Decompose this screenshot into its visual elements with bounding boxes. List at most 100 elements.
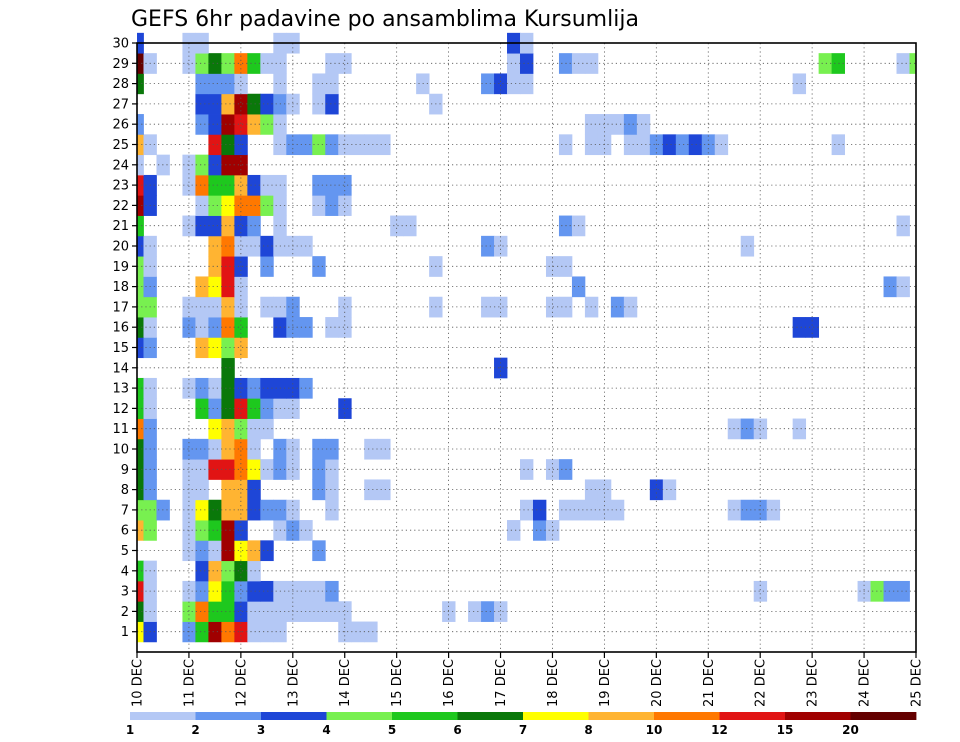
y-tick-label: 6 bbox=[121, 524, 129, 539]
heatmap-cell bbox=[195, 154, 209, 176]
heatmap-cell bbox=[137, 114, 144, 135]
y-tick-label: 22 bbox=[112, 199, 129, 214]
heatmap-cell bbox=[195, 337, 209, 359]
x-tick-label: 22 DEC bbox=[754, 659, 769, 707]
heatmap-cell bbox=[221, 114, 235, 135]
legend-label: 15 bbox=[777, 723, 794, 737]
color-legend: 1 2 3 4 5 6 7 8 10 12 15 20 bbox=[126, 712, 917, 737]
y-tick-label: 2 bbox=[121, 605, 129, 620]
heatmap-cell bbox=[221, 53, 235, 74]
heatmap-cell bbox=[208, 195, 222, 216]
heatmap-cell bbox=[260, 93, 274, 115]
legend-label: 2 bbox=[191, 723, 199, 737]
heatmap-cell bbox=[507, 53, 521, 74]
heatmap-cell bbox=[208, 540, 222, 562]
heatmap-cell bbox=[221, 459, 235, 480]
heatmap-cell bbox=[766, 499, 781, 521]
heatmap-cell bbox=[182, 296, 196, 318]
heatmap-cell bbox=[221, 296, 235, 318]
heatmap-cell bbox=[377, 479, 391, 501]
heatmap-cell bbox=[137, 337, 144, 359]
heatmap-cell bbox=[338, 296, 352, 318]
y-tick-label: 25 bbox=[112, 138, 129, 153]
heatmap-cell bbox=[494, 601, 508, 622]
heatmap-cell bbox=[182, 53, 196, 74]
heatmap-cell bbox=[208, 114, 222, 135]
heatmap-cell bbox=[896, 215, 910, 237]
chart-title: GEFS 6hr padavine po ansamblima Kursumli… bbox=[131, 7, 639, 32]
heatmap-cell bbox=[260, 621, 274, 643]
heatmap-cell bbox=[195, 601, 209, 622]
heatmap-cell bbox=[325, 317, 339, 338]
heatmap-cell bbox=[247, 459, 261, 480]
heatmap-cell bbox=[221, 73, 235, 95]
heatmap-cell bbox=[182, 580, 196, 602]
heatmap-cell bbox=[896, 580, 910, 602]
heatmap-cell bbox=[195, 398, 209, 419]
heatmap-cell bbox=[208, 53, 222, 74]
heatmap-cell bbox=[208, 134, 222, 156]
heatmap-cell bbox=[195, 73, 209, 95]
heatmap-cell bbox=[247, 398, 261, 419]
x-tick-label: 11 DEC bbox=[182, 659, 197, 707]
heatmap-cell bbox=[234, 438, 248, 460]
heatmap-cell bbox=[247, 195, 261, 216]
heatmap-cell bbox=[195, 479, 209, 501]
heatmap-cell bbox=[137, 377, 144, 399]
heatmap-cell bbox=[137, 499, 144, 521]
heatmap-cell bbox=[507, 73, 521, 95]
heatmap-cell bbox=[883, 276, 897, 298]
heatmap-cell bbox=[662, 479, 677, 501]
heatmap-cell bbox=[468, 601, 482, 622]
heatmap-cell bbox=[325, 601, 339, 622]
heatmap-cell bbox=[247, 174, 261, 196]
y-tick-label: 15 bbox=[112, 341, 129, 356]
y-tick-label: 8 bbox=[121, 483, 129, 498]
heatmap-cell bbox=[909, 53, 917, 74]
y-tick-label: 29 bbox=[112, 57, 129, 72]
heatmap-cell bbox=[260, 398, 274, 419]
heatmap-cell bbox=[234, 174, 248, 196]
y-tick-label: 7 bbox=[121, 503, 129, 518]
legend-label: 3 bbox=[257, 723, 265, 737]
heatmap-cell bbox=[234, 215, 248, 237]
y-tick-label: 11 bbox=[112, 422, 129, 437]
heatmap-cell bbox=[325, 195, 339, 216]
heatmap-cell bbox=[234, 580, 248, 602]
heatmap-cell bbox=[325, 499, 339, 521]
x-tick-label: 19 DEC bbox=[598, 659, 613, 707]
heatmap-cell bbox=[234, 235, 248, 257]
y-tick-label: 27 bbox=[112, 97, 129, 112]
heatmap-cell bbox=[137, 276, 144, 298]
heatmap-cell bbox=[221, 276, 235, 298]
heatmap-cell bbox=[831, 134, 845, 156]
heatmap-cell bbox=[325, 580, 339, 602]
heatmap-cell bbox=[260, 580, 274, 602]
y-tick-label: 23 bbox=[112, 179, 129, 194]
heatmap-cell bbox=[545, 296, 560, 318]
heatmap-cell bbox=[208, 499, 222, 521]
x-tick-label: 18 DEC bbox=[546, 659, 561, 707]
heatmap-cell bbox=[260, 53, 274, 74]
x-tick-label: 20 DEC bbox=[650, 659, 665, 707]
heatmap-cell bbox=[182, 601, 196, 622]
heatmap-cell bbox=[481, 601, 495, 622]
heatmap-cell bbox=[208, 296, 222, 318]
heatmap-cell bbox=[221, 317, 235, 338]
heatmap-cell bbox=[688, 134, 703, 156]
heatmap-cell bbox=[234, 93, 248, 115]
heatmap-cell bbox=[312, 580, 326, 602]
heatmap-cell bbox=[208, 317, 222, 338]
heatmap-cell bbox=[247, 601, 261, 622]
heatmap-cell bbox=[312, 438, 326, 460]
y-tick-label: 1 bbox=[121, 625, 129, 640]
y-tick-label: 24 bbox=[112, 158, 129, 173]
heatmap-cell bbox=[208, 154, 222, 176]
heatmap-cell bbox=[312, 195, 326, 216]
heatmap-cell bbox=[137, 601, 144, 622]
heatmap-cell bbox=[234, 296, 248, 318]
heatmap-cell bbox=[390, 215, 404, 237]
heatmap-cell bbox=[507, 520, 521, 541]
heatmap-cell bbox=[234, 53, 248, 74]
heatmap-cell bbox=[208, 93, 222, 115]
